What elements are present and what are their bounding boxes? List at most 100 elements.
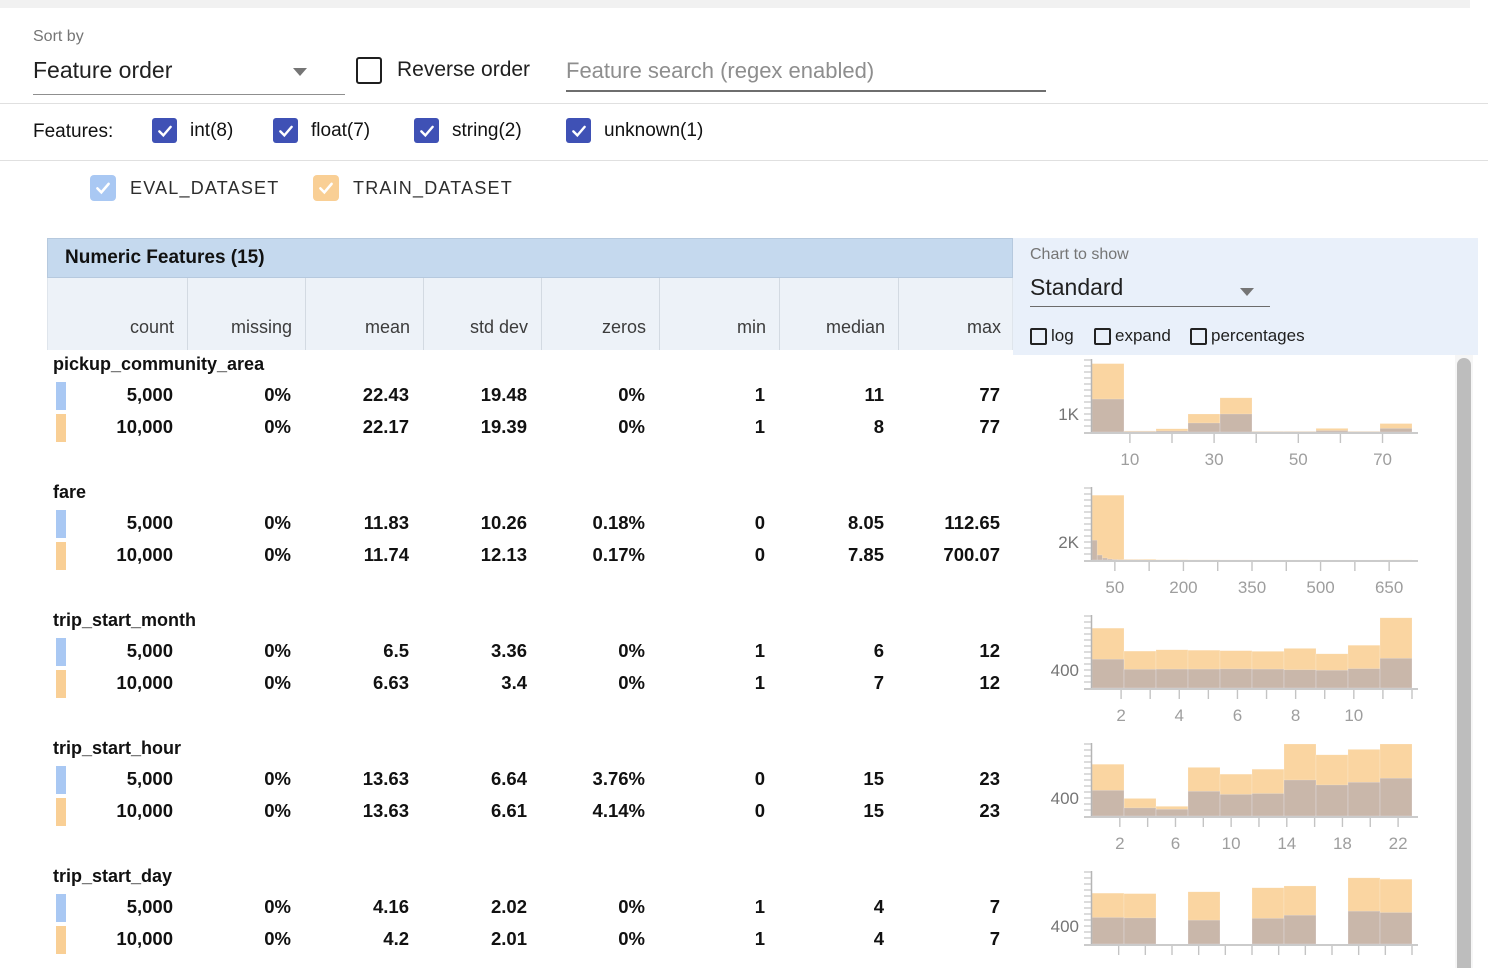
stat-value-zeros: 0% <box>618 416 645 437</box>
feature-type-checkbox[interactable] <box>414 118 439 143</box>
feature-search-input[interactable] <box>566 52 1046 92</box>
train-dataset-swatch <box>56 542 66 570</box>
svg-text:200: 200 <box>1169 578 1197 597</box>
stat-value-count: 10,000 <box>116 672 173 693</box>
stat-value-zeros: 0% <box>618 672 645 693</box>
svg-text:500: 500 <box>1306 578 1334 597</box>
stat-value-mean: 6.5 <box>383 640 409 661</box>
stat-value-zeros: 0% <box>618 896 645 917</box>
column-separator <box>898 278 899 350</box>
sort-by-select[interactable]: Feature order <box>33 57 173 83</box>
histogram-svg: 50 200 350 500 650 2K <box>1058 487 1418 597</box>
svg-text:22: 22 <box>1389 834 1408 853</box>
feature-type-checkbox[interactable] <box>152 118 177 143</box>
feature-block-trip_start_month: trip_start_month 5,000 0% 6.5 3.36 0% 1 6 12 10,0… <box>47 606 1013 734</box>
stat-value-count: 10,000 <box>116 416 173 437</box>
chart-option-log: log <box>1030 326 1074 346</box>
chart-option-percentages: percentages <box>1190 326 1305 346</box>
sort-by-dropdown-arrow-icon[interactable] <box>293 68 307 76</box>
feature-type-filter-string: string(2) <box>414 118 522 143</box>
svg-text:650: 650 <box>1375 578 1403 597</box>
stat-value-min: 0 <box>754 768 765 789</box>
eval-dataset-swatch <box>56 638 66 666</box>
chart-type-select[interactable]: Standard <box>1030 274 1124 300</box>
chart-type-dropdown-arrow-icon[interactable] <box>1240 288 1254 296</box>
column-header-std-dev: std dev <box>469 317 528 337</box>
chart-option-checkbox-percentages[interactable] <box>1190 327 1207 345</box>
stat-value-missing: 0% <box>264 640 291 661</box>
feature-type-checkbox[interactable] <box>273 118 298 143</box>
stat-value-mean: 4.16 <box>372 896 409 917</box>
histogram-svg: 2 4 6 8 10 400 <box>1051 615 1418 725</box>
stat-value-missing: 0% <box>264 768 291 789</box>
histogram-svg: 10 30 50 70 1K <box>1058 359 1418 469</box>
feature-type-label: string(2) <box>452 119 522 141</box>
check-icon <box>419 125 434 137</box>
stat-value-mean: 6.63 <box>372 672 409 693</box>
column-header-count: count <box>129 317 174 337</box>
train-dataset-swatch <box>56 798 66 826</box>
stat-value-mean: 11.74 <box>363 544 409 565</box>
svg-text:30: 30 <box>1205 450 1224 469</box>
svg-text:8: 8 <box>1291 706 1300 725</box>
stat-row: 10,000 0% 11.74 12.13 0.17% 0 7.85 700.07 <box>47 540 1013 572</box>
histogram-svg: 2 6 10 14 18 22 400 <box>1051 743 1418 853</box>
feature-block-trip_start_day: trip_start_day 5,000 0% 4.16 2.02 0% 1 4 7 10,000… <box>47 862 1013 968</box>
feature-type-label: float(7) <box>311 119 371 141</box>
svg-text:4: 4 <box>1175 706 1184 725</box>
svg-text:70: 70 <box>1373 450 1392 469</box>
stat-value-missing: 0% <box>264 896 291 917</box>
train-dataset-swatch <box>56 414 66 442</box>
scrollbar-thumb[interactable] <box>1457 358 1471 968</box>
stat-value-min: 1 <box>754 672 765 693</box>
stat-value-min: 0 <box>754 512 765 533</box>
feature-type-label: unknown(1) <box>604 119 704 141</box>
vertical-scrollbar[interactable] <box>1455 355 1473 968</box>
chart-option-label: expand <box>1115 326 1171 345</box>
stat-value-std-dev: 6.61 <box>490 800 527 821</box>
stat-value-median: 11 <box>864 384 884 405</box>
svg-text:400: 400 <box>1051 661 1079 680</box>
stat-row: 5,000 0% 6.5 3.36 0% 1 6 12 <box>47 636 1013 668</box>
stat-value-mean: 22.43 <box>362 384 409 405</box>
reverse-order-checkbox[interactable] <box>356 57 382 84</box>
column-header-row: count missing mean std dev zeros min median max <box>47 278 1013 350</box>
svg-text:350: 350 <box>1238 578 1266 597</box>
feature-histogram-trip_start_month: 2 4 6 8 10 400 <box>1013 611 1455 739</box>
stat-value-count: 10,000 <box>116 800 173 821</box>
stat-value-max: 12 <box>979 672 1000 693</box>
chart-type-underline <box>1030 306 1270 307</box>
chart-option-checkbox-expand[interactable] <box>1094 327 1111 345</box>
feature-type-label: int(8) <box>190 119 234 141</box>
dataset-checkbox[interactable] <box>313 175 339 201</box>
feature-block-fare: fare 5,000 0% 11.83 10.26 0.18% 0 8.05 112.65 10,… <box>47 478 1013 606</box>
feature-name: trip_start_month <box>53 610 197 630</box>
column-separator <box>187 278 188 350</box>
chart-option-label: log <box>1051 326 1074 345</box>
chart-option-checkbox-log[interactable] <box>1030 327 1047 345</box>
chart-option-expand: expand <box>1094 326 1171 346</box>
eval-dataset-swatch <box>56 382 66 410</box>
dataset-checkbox[interactable] <box>90 175 116 201</box>
column-header-mean: mean <box>364 317 410 337</box>
feature-histogram-pickup_community_area: 10 30 50 70 1K <box>1013 355 1455 483</box>
stat-value-mean: 13.63 <box>362 768 409 789</box>
stat-value-zeros: 3.76% <box>592 768 645 789</box>
train-dataset-swatch <box>56 926 66 954</box>
stat-value-count: 5,000 <box>126 640 173 661</box>
feature-name: fare <box>53 482 87 502</box>
svg-text:2: 2 <box>1116 706 1125 725</box>
svg-text:400: 400 <box>1051 789 1079 808</box>
stat-value-std-dev: 12.13 <box>480 544 527 565</box>
feature-table-body: pickup_community_area 5,000 0% 22.43 19.48 0%… <box>47 350 1013 968</box>
feature-type-checkbox[interactable] <box>566 118 591 143</box>
feature-histogram-trip_start_hour: 2 6 10 14 18 22 400 <box>1013 739 1455 867</box>
stat-row: 10,000 0% 22.17 19.39 0% 1 8 77 <box>47 412 1013 444</box>
stat-value-min: 1 <box>754 928 765 949</box>
stat-row: 10,000 0% 6.63 3.4 0% 1 7 12 <box>47 668 1013 700</box>
dataset-label: EVAL_DATASET <box>130 177 280 198</box>
stat-row: 5,000 0% 13.63 6.64 3.76% 0 15 23 <box>47 764 1013 796</box>
stat-row: 10,000 0% 4.2 2.01 0% 1 4 7 <box>47 924 1013 956</box>
stat-value-mean: 22.17 <box>362 416 409 437</box>
